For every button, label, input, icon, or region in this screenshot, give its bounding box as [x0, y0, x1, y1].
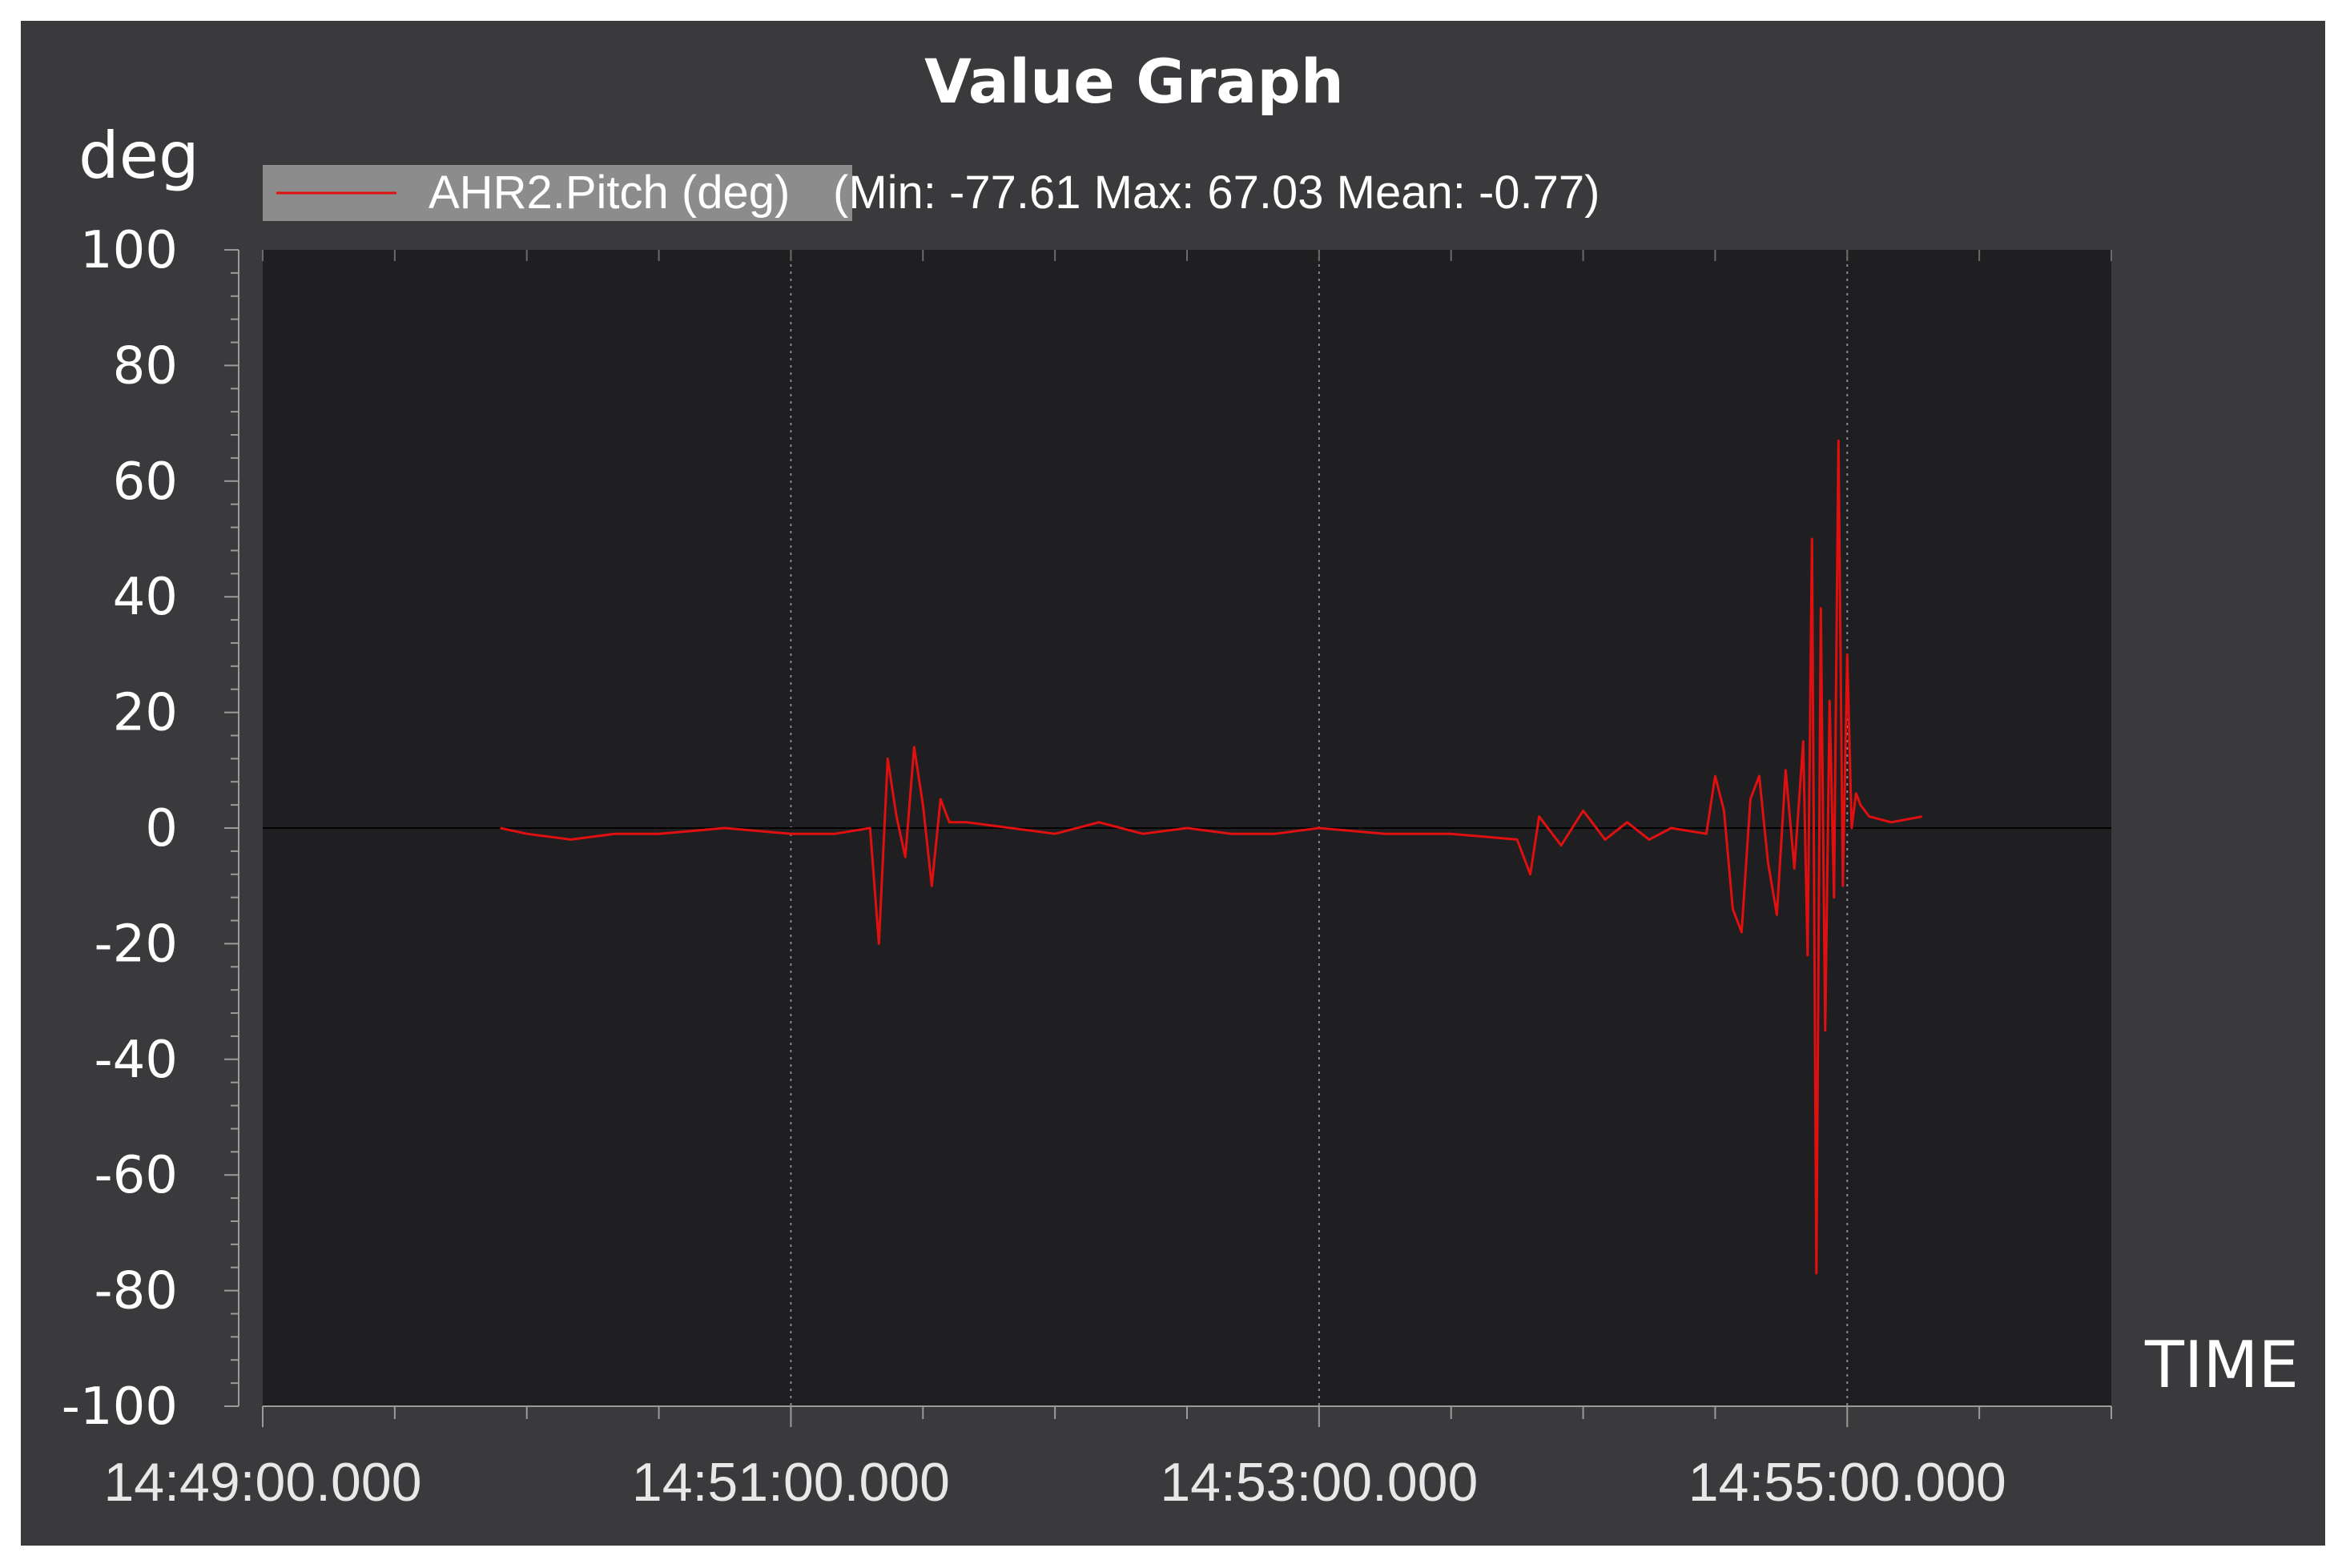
- x-tick-label: 14:55:00.000: [1688, 1452, 2006, 1513]
- axis-layer: 100 80 60 40 20 0 -20 -40 -60 -80 -100 14:49:00.000…: [62, 221, 2112, 1513]
- legend-series-stats: (Min: -77.61 Max: 67.03 Mean: -0.77): [833, 167, 1600, 219]
- y-tick-label: 20: [113, 684, 178, 743]
- chart-title: Value Graph: [924, 46, 1344, 117]
- y-tick-label: 0: [145, 799, 178, 858]
- y-tick-label: -80: [94, 1262, 178, 1321]
- series-layer: [500, 439, 1922, 1275]
- x-axis-label: TIME: [2144, 1328, 2299, 1402]
- x-tick-label: 14:53:00.000: [1160, 1452, 1478, 1513]
- y-tick-label: -100: [62, 1377, 178, 1437]
- series-line-ahr2-pitch: [500, 439, 1922, 1275]
- y-tick-label: -40: [94, 1031, 178, 1090]
- y-tick-label: 40: [113, 568, 178, 627]
- y-tick-label: -60: [94, 1146, 178, 1205]
- legend-series-name: AHR2.Pitch (deg): [429, 167, 790, 219]
- y-tick-label: -20: [94, 915, 178, 974]
- x-tick-label: 14:51:00.000: [632, 1452, 950, 1513]
- y-axis-label: deg: [78, 119, 199, 193]
- y-tick-label: 100: [80, 221, 178, 280]
- x-tick-label: 14:49:00.000: [103, 1452, 421, 1513]
- y-tick-label: 60: [113, 452, 178, 512]
- legend[interactable]: AHR2.Pitch (deg) (Min: -77.61 Max: 67.03…: [263, 165, 1600, 221]
- y-tick-label: 80: [113, 336, 178, 396]
